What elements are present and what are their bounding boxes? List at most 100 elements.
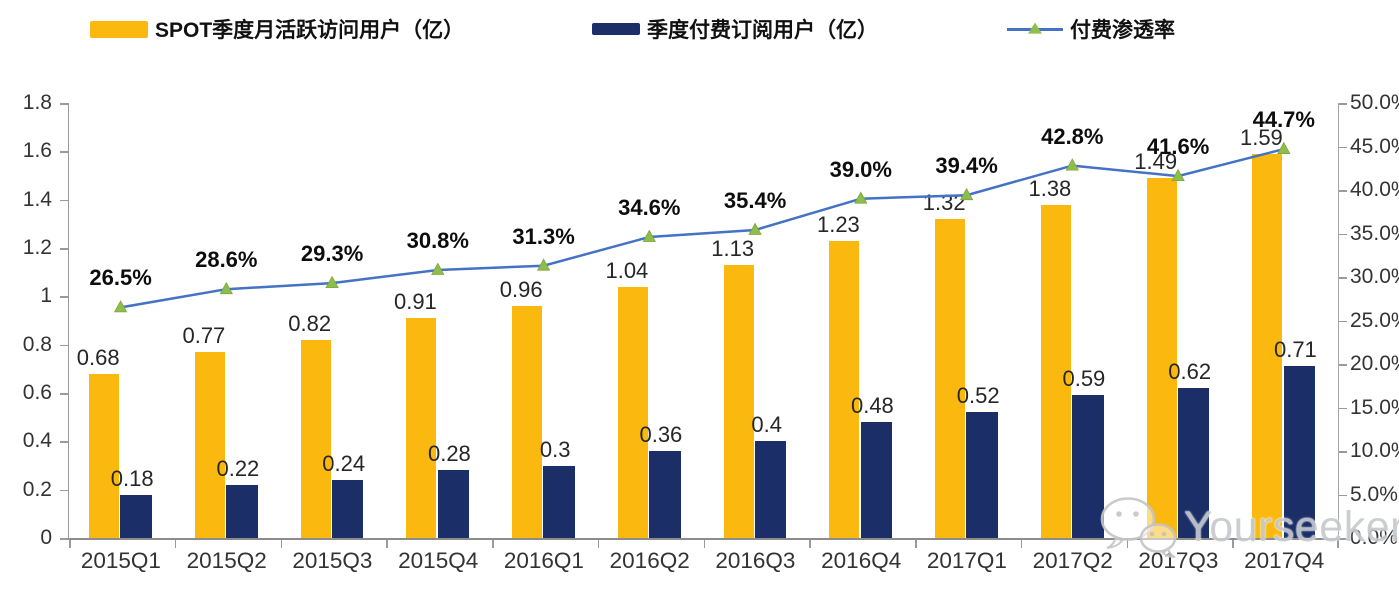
mau-value-label: 1.32	[922, 190, 966, 215]
left-axis-tick	[60, 296, 68, 298]
right-axis-tick-label: 25.0%	[1350, 308, 1399, 332]
x-axis-category-label: 2015Q1	[80, 548, 161, 573]
bar-subscribers	[1177, 388, 1210, 538]
bar-mau	[1040, 204, 1071, 538]
mau-value-label: 1.59	[1239, 124, 1283, 150]
penetration-value-label: 39.0%	[829, 156, 892, 182]
mau-value-label: 1.49	[1134, 148, 1178, 174]
right-axis-tick	[1339, 451, 1347, 453]
subscriber-value-label: 0.59	[1062, 366, 1106, 392]
penetration-value-label: 31.3%	[512, 223, 575, 249]
x-axis-category-label: 2016Q2	[609, 548, 690, 573]
right-axis-tick	[1339, 190, 1347, 192]
navy-bar-swatch	[592, 23, 640, 35]
subscriber-value-label: 0.28	[427, 441, 471, 467]
legend-item-penetration: 付费渗透率	[1007, 16, 1175, 42]
x-axis-category-label: 2017Q3	[1138, 548, 1219, 573]
mau-value-label: 1.23	[816, 211, 860, 237]
triangle-marker-icon	[642, 229, 656, 242]
bar-mau	[300, 339, 331, 538]
right-axis-tick-label: 10.0%	[1350, 439, 1399, 462]
left-axis-tick	[60, 538, 68, 540]
subscriber-value-label: 0.52	[956, 383, 1000, 409]
x-axis-category-label: 2017Q2	[1032, 548, 1113, 573]
bar-subscribers	[754, 441, 787, 538]
plot-area: 0.68 0.18 26.5% 0.77 0.22 28.6% 0.82 0.24 29.3% 0…	[60, 103, 1347, 548]
legend-label-penetration: 付费渗透率	[1070, 19, 1175, 42]
left-axis-tick	[60, 151, 68, 153]
left-axis-tick-label: 0.8	[22, 332, 52, 356]
legend-label-subs: 季度付费订阅用户（亿）	[647, 19, 878, 42]
bar-subscribers	[543, 465, 575, 538]
right-axis-tick-label: 20.0%	[1350, 352, 1399, 375]
bar-mau	[194, 351, 225, 538]
left-axis-tick-label: 0.2	[22, 477, 52, 501]
penetration-value-label: 41.6%	[1146, 134, 1210, 160]
penetration-value-label: 35.4%	[723, 188, 787, 213]
right-axis-tick	[1339, 103, 1347, 105]
left-axis-tick-label: 1	[40, 284, 52, 308]
right-axis-tick-label: 15.0%	[1350, 395, 1399, 419]
right-axis-tick	[1339, 277, 1347, 279]
right-axis-tick-label: 50.0%	[1350, 91, 1399, 114]
mau-value-label: 0.77	[182, 322, 226, 348]
triangle-marker-icon	[1171, 168, 1185, 181]
left-axis-tick	[60, 441, 68, 443]
mau-value-label: 0.96	[499, 277, 543, 302]
x-axis-tick	[1337, 540, 1339, 548]
triangle-marker-icon	[1065, 158, 1079, 171]
left-axis-tick	[60, 393, 68, 395]
mau-value-label: 0.91	[393, 289, 437, 315]
bar-mau	[1252, 153, 1283, 538]
right-axis-tick-label: 30.0%	[1350, 265, 1399, 288]
triangle-marker-icon	[748, 222, 762, 235]
left-axis-tick-label: 0.6	[22, 381, 52, 404]
line-marker-swatch	[1007, 22, 1063, 34]
subscriber-value-label: 0.62	[1168, 359, 1212, 385]
mau-value-label: 1.13	[711, 235, 755, 261]
left-axis-tick	[60, 489, 68, 492]
bar-mau	[512, 306, 543, 538]
right-axis-tick	[1339, 320, 1347, 322]
triangle-marker-icon	[431, 262, 445, 275]
bar-subscribers	[1072, 395, 1104, 538]
right-axis-tick-label: 45.0%	[1350, 134, 1399, 158]
legend-item-mau: SPOT季度月活跃访问用户（亿）	[90, 16, 464, 42]
right-axis-tick-label: 5.0%	[1350, 482, 1398, 506]
penetration-value-label: 34.6%	[618, 195, 681, 220]
x-axis-category-label: 2016Q3	[715, 548, 796, 573]
x-axis-category-label: 2017Q1	[926, 548, 1007, 573]
triangle-marker-icon	[325, 275, 339, 289]
bar-subscribers	[649, 451, 681, 538]
subscriber-value-label: 0.22	[216, 455, 260, 481]
bar-mau	[829, 240, 860, 538]
bar-mau	[406, 318, 437, 538]
left-axis-tick-label: 1.2	[22, 236, 52, 259]
subscriber-value-label: 0.3	[539, 436, 571, 462]
bar-mau	[723, 264, 754, 538]
x-axis-category-label: 2016Q1	[503, 548, 584, 573]
left-axis-tick-label: 0	[40, 526, 52, 549]
triangle-marker-icon	[113, 300, 128, 313]
x-axis-category-label: 2017Q4	[1244, 548, 1325, 573]
bar-subscribers	[860, 422, 893, 538]
penetration-value-label: 42.8%	[1041, 123, 1104, 149]
right-axis-labels: 0.0% 5.0% 10.0% 15.0% 20.0% 25.0% 30.0% 35.0% 40…	[1350, 91, 1399, 549]
x-axis-tick	[915, 540, 917, 548]
penetration-value-label: 28.6%	[195, 247, 258, 273]
x-axis-tick	[492, 540, 494, 548]
bar-subscribers	[226, 484, 258, 538]
x-axis-category-label: 2016Q4	[821, 548, 902, 573]
x-axis-category-label: 2015Q2	[186, 548, 267, 573]
right-axis-tick-label: 0.0%	[1350, 526, 1398, 549]
x-axis-category-label: 2015Q4	[398, 548, 479, 573]
mau-value-label: 0.82	[288, 310, 332, 336]
bar-subscribers	[437, 470, 470, 538]
x-axis-tick	[174, 540, 177, 548]
left-axis-tick-label: 1.4	[22, 187, 52, 211]
line-path	[120, 147, 1285, 309]
x-axis-category-label: 2015Q3	[292, 548, 373, 573]
subscriber-value-label: 0.18	[110, 465, 154, 491]
x-axis-tick	[1020, 540, 1023, 548]
